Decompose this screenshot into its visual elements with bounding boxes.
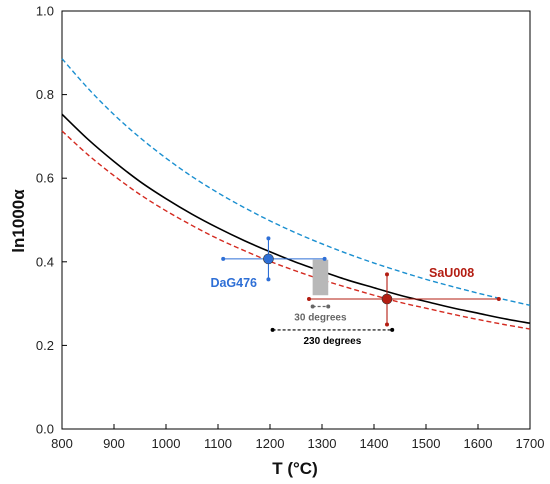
band-layer [312, 259, 329, 296]
annotation-dot [390, 327, 395, 332]
x-tick-label: 1500 [412, 436, 441, 451]
x-tick-labels: 800 900 1000 1100 1200 1300 1400 1500 1600 1700 [51, 436, 544, 451]
x-tick-label: 800 [51, 436, 73, 451]
sample-point-1 [263, 253, 274, 265]
x-axis-title: T (°C) [272, 459, 318, 478]
annotation-dot [326, 304, 331, 309]
error-bar-cap [266, 236, 271, 241]
y-tick-label: 0.4 [36, 254, 54, 269]
annotation-dot [270, 327, 275, 332]
series-line-2 [61, 113, 531, 325]
x-tick-label: 1300 [308, 436, 337, 451]
annotation-layer: 30 degrees 230 degrees [270, 304, 395, 347]
y-tick-label: 0.2 [36, 338, 54, 353]
plot-border [61, 10, 531, 430]
y-tick-label: 1.0 [36, 4, 54, 19]
x-tick-label: 1100 [204, 436, 232, 451]
sample-label-2: SaU008 [429, 266, 474, 280]
error-bar-cap [385, 322, 389, 327]
error-bar-cap [385, 272, 389, 277]
annotation-dot [310, 304, 315, 309]
x-tick-label: 1700 [516, 436, 545, 451]
series-layer [61, 58, 531, 330]
error-bar-cap [496, 297, 501, 302]
axis-ticks [61, 10, 531, 430]
error-bar-cap [322, 256, 327, 261]
x-tick-label: 1000 [152, 436, 181, 451]
series-line-3 [61, 130, 531, 330]
sample-label-1: DaG476 [210, 276, 257, 290]
series-line-1 [61, 58, 531, 306]
annotation-label-1: 30 degrees [294, 313, 347, 324]
annotation-label-2: 230 degrees [303, 336, 361, 347]
x-tick-label: 900 [103, 436, 125, 451]
plot-frame [61, 10, 531, 430]
y-tick-labels: 0.0 0.2 0.4 0.6 0.8 1.0 [36, 4, 54, 437]
sample-point-2 [381, 293, 393, 305]
error-bar-cap [221, 256, 226, 261]
y-tick-label: 0.6 [36, 171, 54, 186]
x-tick-label: 1400 [360, 436, 389, 451]
error-bar-cap [266, 277, 271, 282]
y-tick-label: 0.0 [36, 422, 54, 437]
x-tick-label: 1200 [256, 436, 285, 451]
sample-layer: DaG476 SaU008 [210, 236, 501, 327]
y-axis-title: ln1000α [9, 189, 28, 253]
error-bar-cap [307, 297, 311, 302]
y-tick-label: 0.8 [36, 87, 54, 102]
gray-band [312, 259, 329, 296]
x-tick-label: 1600 [464, 436, 493, 451]
